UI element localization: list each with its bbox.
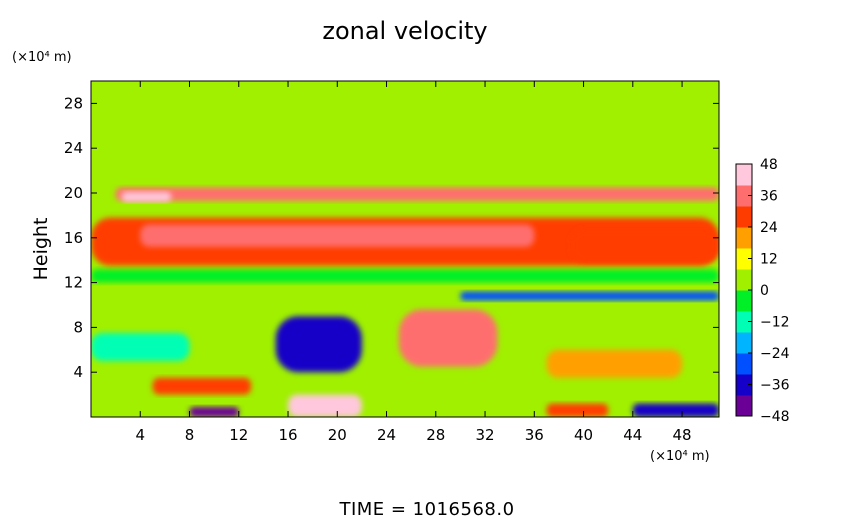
y-tick-label: 20 [64, 184, 83, 202]
heatmap-region-7 [546, 349, 683, 378]
heatmap-region-3 [140, 224, 535, 247]
x-tick-label: 20 [328, 426, 347, 444]
colorbar-tick-label: 0 [760, 283, 769, 299]
time-footer: TIME = 1016568.0 [338, 499, 514, 519]
y-unit-label: (×10⁴ m) [12, 50, 72, 65]
x-tick-label: 48 [673, 426, 692, 444]
y-tick-label: 12 [64, 274, 83, 292]
heatmap-region-8 [152, 377, 252, 395]
x-axis: 4 8 12 16 20 24 28 32 36 40 44 48 [135, 81, 692, 444]
y-tick-label: 8 [73, 318, 83, 336]
colorbar-segment [736, 248, 752, 270]
plot-frame [90, 80, 720, 418]
colorbar: 48 36 24 12 0 −12 −24 −36 −48 [735, 157, 790, 425]
heatmap-region-14 [632, 403, 719, 417]
colorbar-segment [736, 374, 752, 396]
colorbar-segment [736, 290, 752, 312]
colorbar-segment [736, 185, 752, 207]
chart-title: zonal velocity [322, 17, 487, 45]
heatmap-region-2 [460, 291, 719, 301]
x-tick-label: 4 [135, 426, 145, 444]
x-tick-label: 16 [278, 426, 297, 444]
colorbar-tick-label: −24 [760, 346, 790, 362]
y-tick-label: 28 [64, 94, 83, 112]
x-unit-label: (×10⁴ m) [650, 449, 710, 464]
y-tick-label: 16 [64, 229, 83, 247]
colorbar-segment [736, 164, 752, 186]
x-tick-label: 32 [475, 426, 494, 444]
colorbar-tick-label: 24 [760, 220, 778, 236]
heatmap-region-9 [546, 403, 609, 417]
heatmap-region-0 [91, 269, 719, 283]
colorbar-tick-label: −48 [760, 409, 790, 425]
colorbar-segment [736, 227, 752, 249]
colorbar-segment [736, 269, 752, 291]
x-tick-label: 12 [229, 426, 248, 444]
colorbar-segment [736, 395, 752, 417]
colorbar-tick-label: 12 [760, 252, 778, 268]
y-axis: 4 8 12 16 20 24 28 [64, 94, 719, 381]
heatmap-region-12 [288, 394, 362, 417]
colorbar-tick-label: −12 [760, 315, 790, 331]
heatmap-field [91, 81, 719, 417]
y-tick-label: 4 [73, 363, 83, 381]
x-tick-label: 24 [377, 426, 396, 444]
x-tick-label: 40 [574, 426, 593, 444]
heatmap-region-13 [189, 406, 239, 417]
heatmap-region-11 [398, 309, 498, 367]
heatmap-region-10 [275, 316, 362, 373]
heatmap-region-5 [115, 187, 719, 201]
x-tick-label: 28 [426, 426, 445, 444]
colorbar-tick-label: 36 [760, 189, 778, 205]
heatmap-region-6 [91, 333, 190, 361]
y-tick-label: 24 [64, 139, 83, 157]
heatmap-region-15 [121, 191, 172, 202]
colorbar-segment [736, 353, 752, 375]
x-tick-label: 44 [623, 426, 642, 444]
colorbar-tick-label: −36 [760, 378, 790, 394]
x-tick-label: 8 [185, 426, 195, 444]
heatmap-region-4 [571, 228, 719, 263]
y-axis-label: Height [30, 218, 52, 281]
colorbar-segment [736, 206, 752, 228]
colorbar-tick-label: 48 [760, 157, 778, 173]
x-tick-label: 36 [525, 426, 544, 444]
colorbar-segment [736, 332, 752, 354]
colorbar-segment [736, 311, 752, 333]
